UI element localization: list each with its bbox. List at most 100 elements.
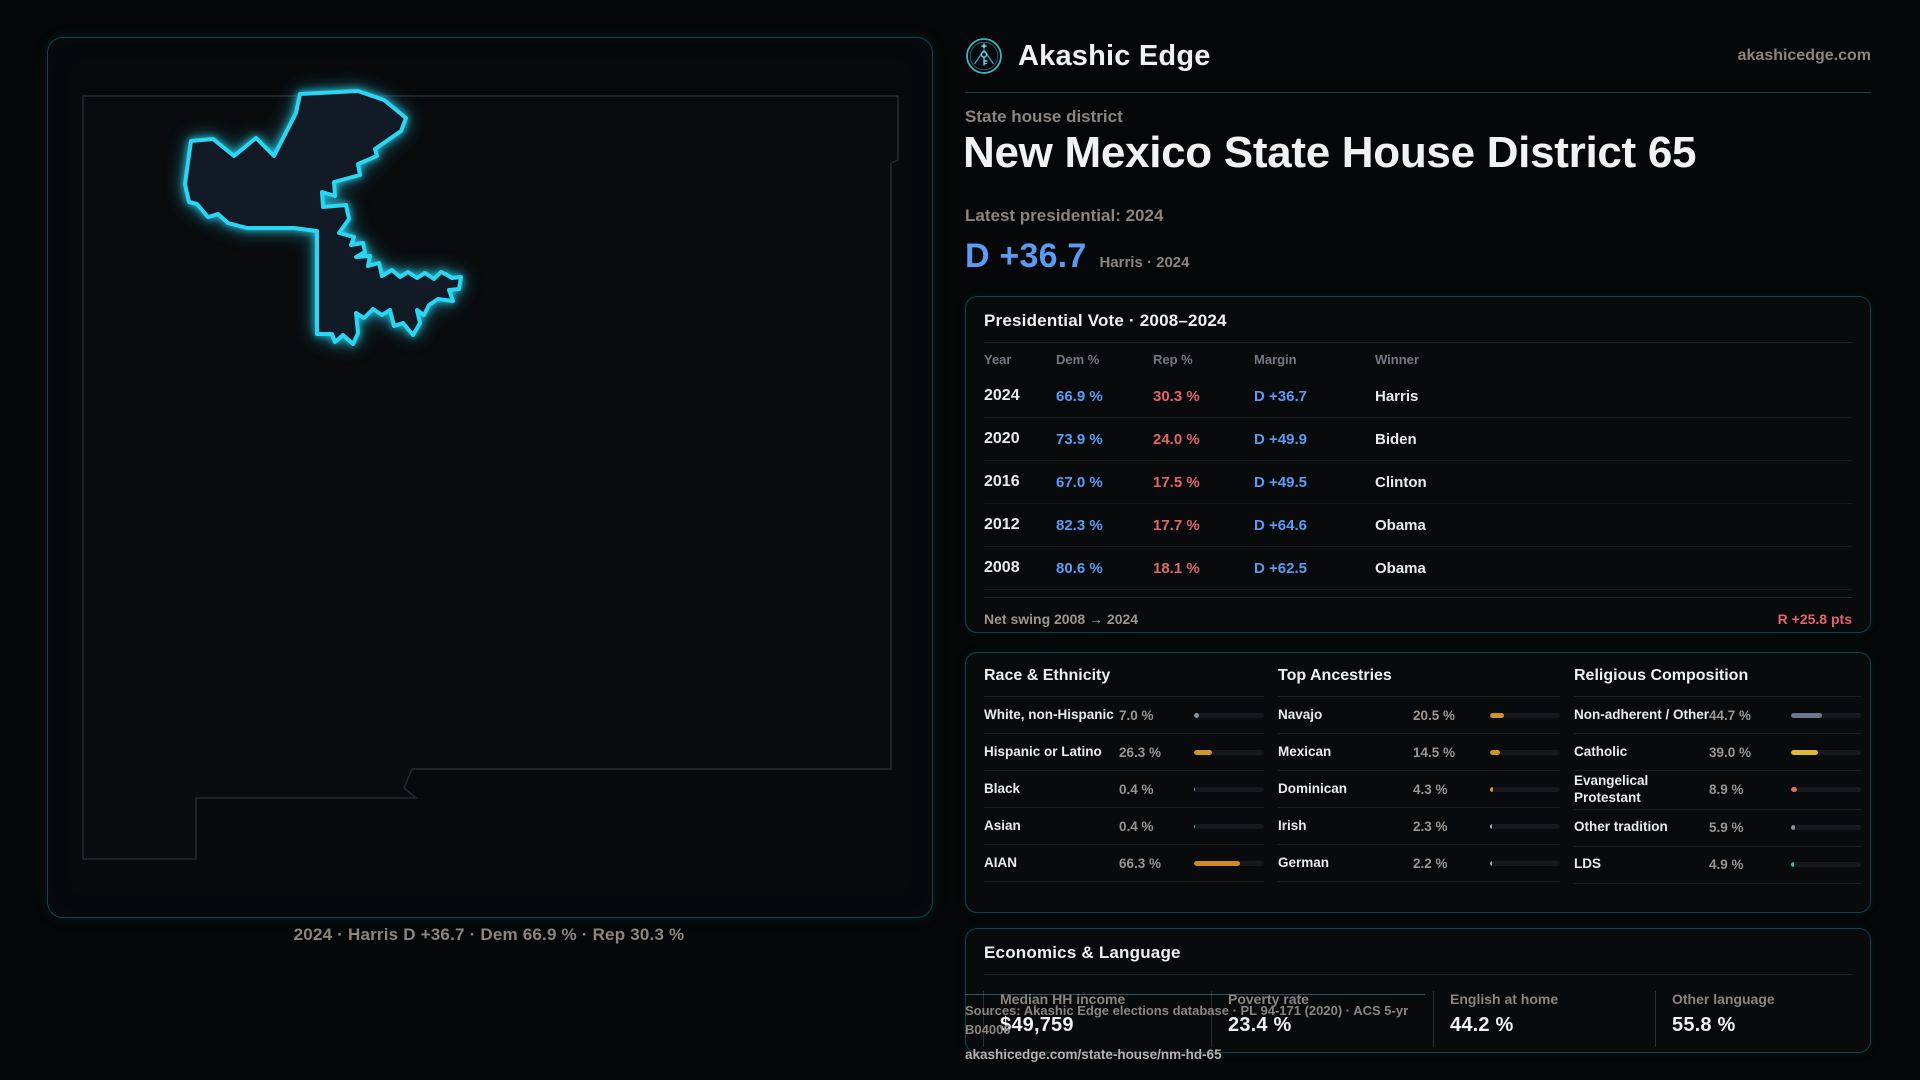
stat-bar-fill [1791, 712, 1823, 718]
table-cell: 2012 [984, 516, 1020, 533]
table-cell: 17.7 % [1153, 516, 1200, 534]
table-body: 2024 66.9 % 30.3 % D +36.7 Harris 2020 73.9 % 2… [966, 375, 1870, 590]
page-title: New Mexico State House District 65 [963, 128, 1697, 177]
stat-value: 8.9 % [1709, 782, 1744, 798]
table-header-row: Year Dem % Rep % Margin Winner [984, 343, 1852, 375]
brand-logo-icon [966, 38, 1002, 74]
economic-stat: Poverty rate 23.4 % [1211, 991, 1433, 1047]
stat-row: Hispanic or Latino 26.3 % [984, 734, 1264, 771]
table-cell: 18.1 % [1153, 559, 1200, 577]
table-cell: 2016 [984, 473, 1020, 490]
table-cell: 2008 [984, 559, 1020, 576]
table-cell: Obama [1375, 559, 1426, 577]
divider [984, 974, 1852, 975]
stat-row: Other tradition 5.9 % [1574, 810, 1861, 847]
stat-value: 2.2 % [1413, 855, 1448, 871]
stat-row: Catholic 39.0 % [1574, 734, 1861, 771]
header-divider [965, 92, 1871, 93]
header-bar: Akashic Edge akashicedge.com [965, 33, 1871, 79]
stat-row: LDS 4.9 % [1574, 847, 1861, 884]
stat-bar-fill [1791, 825, 1796, 831]
stat-value: 14.5 % [1413, 744, 1456, 760]
stat-bar-fill [1490, 712, 1505, 718]
stat-label: Catholic [1574, 743, 1628, 759]
stat-bar-track [1194, 860, 1264, 866]
stat-row: Dominican 4.3 % [1278, 771, 1560, 808]
stat-value: 5.9 % [1709, 820, 1744, 836]
table-cell: D +36.7 [1254, 387, 1307, 405]
stat-label: LDS [1574, 856, 1601, 872]
col-margin: Margin [1254, 351, 1297, 367]
stat-value: 0.4 % [1119, 781, 1154, 797]
stat-value: 20.5 % [1413, 707, 1456, 723]
stat-bar-fill [1490, 823, 1492, 829]
economic-stat-label: Poverty rate [1228, 991, 1309, 1007]
stat-label: White, non-Hispanic [984, 706, 1114, 722]
economic-stat-value: 44.2 % [1450, 1014, 1514, 1036]
col-dem: Dem % [1056, 351, 1100, 367]
district-shape [183, 89, 463, 346]
net-swing-row: Net swing 2008 → 2024 R +25.8 pts [984, 597, 1852, 627]
headline-margin-value: D +36.7 [965, 237, 1087, 275]
eyebrow-label: State house district [965, 107, 1123, 126]
economic-stat-value: 55.8 % [1672, 1014, 1736, 1036]
table-cell: 24.0 % [1153, 430, 1200, 448]
stat-bar-fill [1791, 787, 1798, 793]
stat-value: 44.7 % [1709, 707, 1752, 723]
economics-title: Economics & Language [984, 943, 1181, 962]
stat-bar-track [1194, 786, 1264, 792]
divider [1574, 696, 1861, 697]
stat-value: 4.3 % [1413, 781, 1448, 797]
table-cell: D +64.6 [1254, 516, 1307, 534]
stat-label: Evangelical Protestant [1574, 773, 1649, 805]
stat-label: Other tradition [1574, 819, 1668, 835]
permalink[interactable]: akashicedge.com/state-house/nm-hd-65 [965, 1046, 1222, 1062]
economic-stat-label: Other language [1672, 991, 1775, 1007]
stat-bar-track [1490, 823, 1560, 829]
col-rep: Rep % [1153, 351, 1193, 367]
table-cell: Biden [1375, 430, 1417, 448]
economics-stats: Median HH income $49,759 Poverty rate 23.4 … [966, 975, 1870, 1047]
stat-row: Black 0.4 % [984, 771, 1264, 808]
stat-label: Asian [984, 817, 1021, 833]
stat-row: AIAN 66.3 % [984, 845, 1264, 882]
table-row: 2024 66.9 % 30.3 % D +36.7 Harris [984, 375, 1852, 418]
table-cell: Clinton [1375, 473, 1427, 491]
table-cell: D +49.5 [1254, 473, 1307, 491]
stat-bar-fill [1490, 860, 1492, 866]
stat-bar-fill [1194, 712, 1199, 718]
table-cell: Obama [1375, 516, 1426, 534]
stat-bar-fill [1490, 749, 1501, 755]
group-title: Top Ancestries [1278, 667, 1392, 684]
stat-label: Non-adherent / Other [1574, 706, 1710, 722]
table-cell: 2020 [984, 430, 1020, 447]
stat-bar-track [1791, 862, 1861, 868]
stat-bar-track [1490, 749, 1560, 755]
demographics-group: Race & Ethnicity White, non-Hispanic 7.0 %… [984, 667, 1264, 884]
table-cell: 73.9 % [1056, 430, 1103, 448]
demographics-group: Top Ancestries Navajo 20.5 % Mexican 14.5 % D… [1278, 667, 1560, 884]
stat-bar-track [1791, 749, 1861, 755]
stat-bar-track [1490, 860, 1560, 866]
table-row: 2020 73.9 % 24.0 % D +49.9 Biden [984, 418, 1852, 461]
source-footer: Sources: Akashic Edge elections database… [965, 994, 1425, 1064]
table-cell: Harris [1375, 387, 1419, 405]
district-map [82, 89, 899, 860]
economic-stat: English at home 44.2 % [1433, 991, 1655, 1047]
brand-domain-link[interactable]: akashicedge.com [1737, 47, 1871, 64]
latest-presidential-label: Latest presidential: 2024 [965, 206, 1164, 225]
headline-margin-note: Harris · 2024 [1099, 254, 1190, 271]
stat-bar-track [1194, 823, 1264, 829]
demographics-panel: Race & Ethnicity White, non-Hispanic 7.0 %… [965, 652, 1871, 913]
stat-row: Mexican 14.5 % [1278, 734, 1560, 771]
stat-bar-fill [1194, 823, 1196, 829]
divider [984, 342, 1852, 343]
stat-value: 66.3 % [1119, 855, 1162, 871]
stat-value: 4.9 % [1709, 857, 1744, 873]
stat-bar-track [1490, 712, 1560, 718]
stat-row: Irish 2.3 % [1278, 808, 1560, 845]
table-row: 2012 82.3 % 17.7 % D +64.6 Obama [984, 504, 1852, 547]
stat-bar-track [1490, 786, 1560, 792]
district-map-panel [47, 37, 933, 918]
